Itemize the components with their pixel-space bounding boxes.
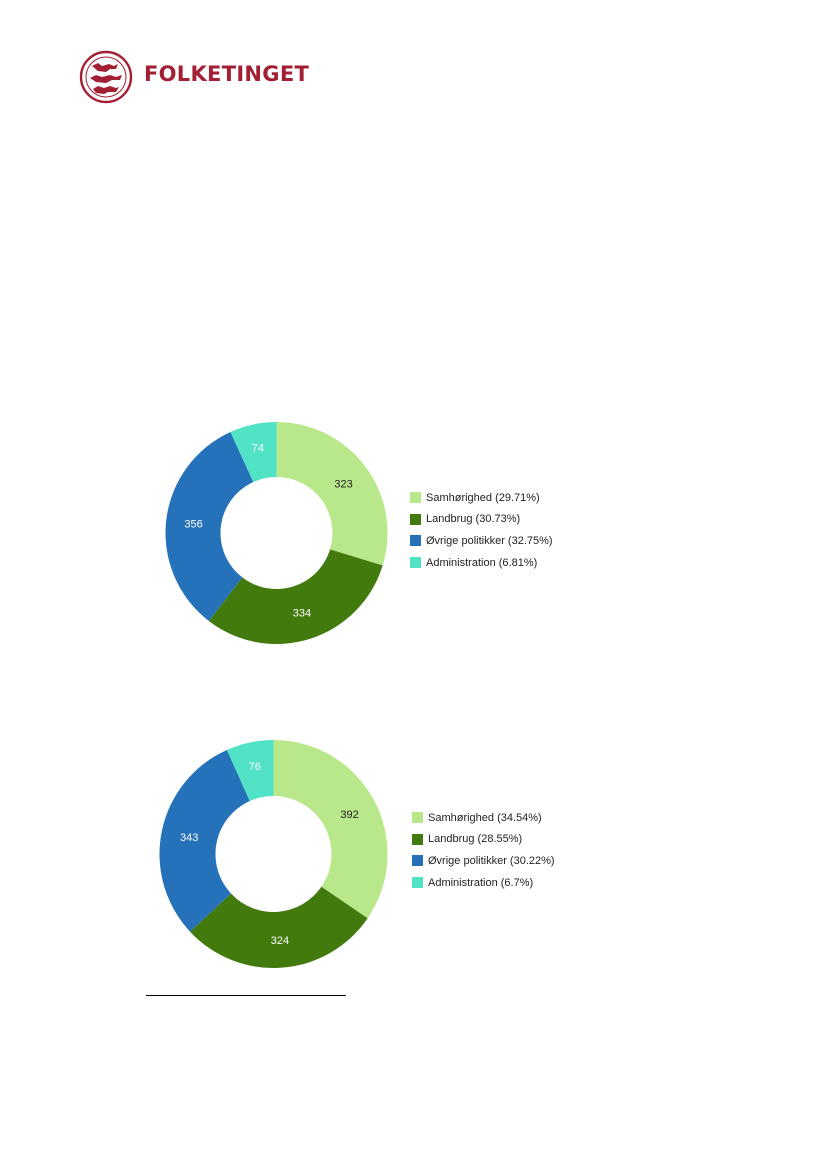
chart-2-slice-4	[226, 740, 274, 802]
chart-2-data-label-2: 324	[271, 935, 289, 947]
logo-wordmark: FOLKETINGET	[144, 62, 310, 86]
chart-1-legend: Samhørighed (29.71%) Landbrug (30.73%) Øvr…	[410, 487, 553, 573]
chart-2-legend-label-1: Samhørighed (34.54%)	[428, 811, 542, 824]
chart-2-slice-2	[189, 886, 368, 968]
chart-1-slice-2	[208, 549, 383, 644]
chart-1-data-label-4: 74	[252, 442, 264, 454]
chart-1-slice-1	[276, 422, 388, 566]
chart-2-data-label-4: 76	[249, 761, 261, 773]
chart-2-legend-swatch-1	[412, 812, 423, 824]
chart-1-data-label-2: 334	[293, 608, 311, 620]
chart-2-legend: Samhørighed (34.54%) Landbrug (28.55%) Øvr…	[412, 807, 555, 893]
chart-1-data-label-3: 356	[184, 518, 202, 530]
chart-2-slice-1	[273, 740, 388, 919]
chart-1-data-label-1: 323	[334, 478, 352, 490]
chart-1-legend-swatch-2	[410, 513, 421, 525]
folketinget-logo: FOLKETINGET	[78, 50, 328, 110]
chart-2-legend-item-2: Landbrug (28.55%)	[412, 829, 555, 851]
chart-2-legend-item-3: Øvrige politikker (30.22%)	[412, 850, 555, 872]
chart-2-slice-3	[159, 749, 250, 932]
chart-2-legend-item-1: Samhørighed (34.54%)	[412, 807, 555, 829]
chart-2-legend-swatch-2	[412, 833, 423, 845]
chart-2-legend-label-3: Øvrige politikker (30.22%)	[428, 854, 555, 867]
chart-1-legend-item-2: Landbrug (30.73%)	[410, 509, 553, 531]
chart-1-legend-item-4: Administration (6.81%)	[410, 552, 553, 574]
chart-2-legend-item-4: Administration (6.7%)	[412, 872, 555, 894]
chart-2-data-label-3: 343	[180, 832, 198, 844]
chart-1-legend-item-3: Øvrige politikker (32.75%)	[410, 530, 553, 552]
chart-1-legend-label-4: Administration (6.81%)	[426, 556, 538, 569]
chart-1-slice-4	[230, 422, 277, 483]
coat-of-arms-icon	[79, 50, 133, 104]
chart-1-legend-swatch-1	[410, 492, 421, 504]
chart-1-legend-label-1: Samhørighed (29.71%)	[426, 491, 540, 504]
chart-1-slice-3	[165, 432, 254, 621]
footnote-rule	[146, 995, 346, 996]
chart-2-legend-swatch-4	[412, 877, 423, 889]
chart-2-legend-swatch-3	[412, 855, 423, 867]
chart-2-legend-label-4: Administration (6.7%)	[428, 876, 534, 889]
chart-1-legend-label-2: Landbrug (30.73%)	[426, 513, 521, 526]
chart-1-legend-item-1: Samhørighed (29.71%)	[410, 487, 553, 509]
chart-1-legend-label-3: Øvrige politikker (32.75%)	[426, 534, 553, 547]
chart-1-legend-swatch-3	[410, 535, 421, 547]
chart-2-data-label-1: 392	[340, 809, 358, 821]
chart-2-legend-label-2: Landbrug (28.55%)	[428, 833, 523, 846]
chart-1-legend-swatch-4	[410, 557, 421, 569]
